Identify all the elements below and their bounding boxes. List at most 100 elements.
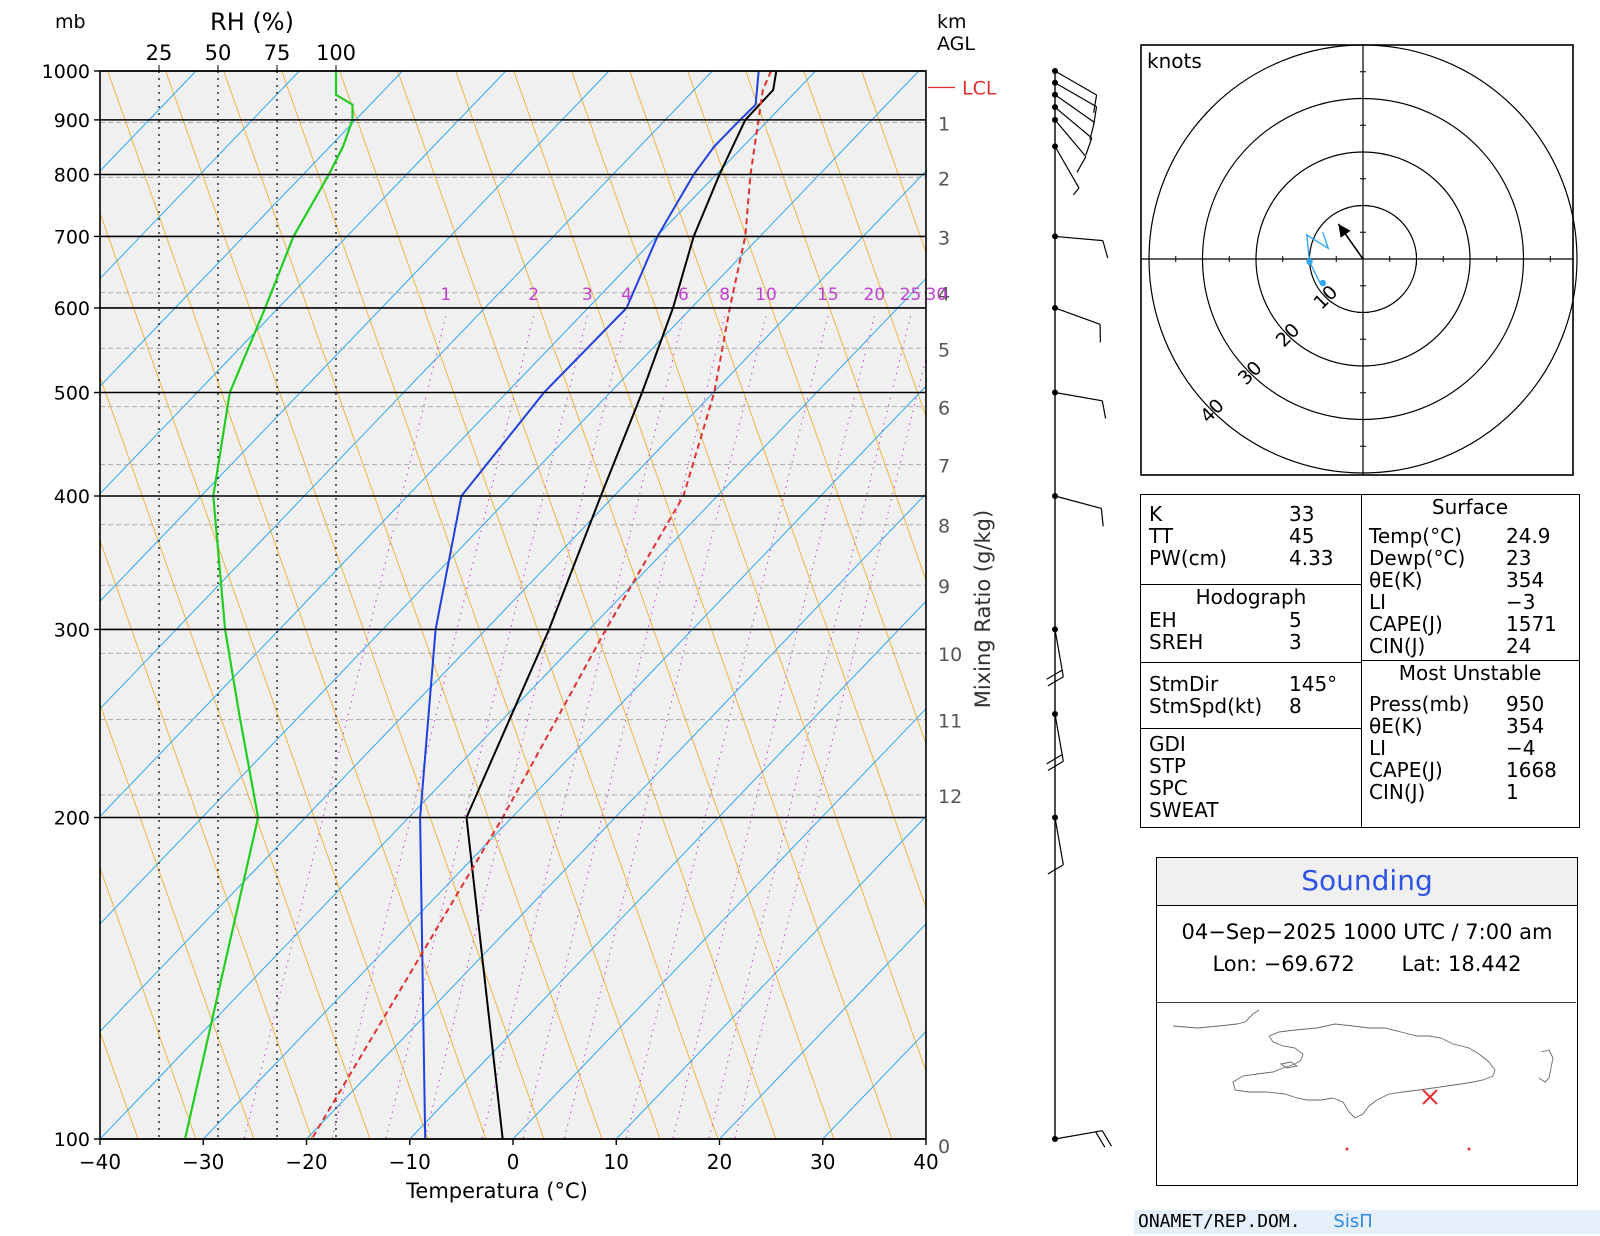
most-unstable-indices: Most Unstable Press(mb) 950 θE(K) 354 LI −4 CA… [1361,661,1579,827]
indices-right-column: Surface Temp(°C) 24.9 Dewp(°C) 23 θE(K) 354 LI… [1361,495,1579,827]
sounding-location: Lon: −69.672 Lat: 18.442 [1157,952,1577,976]
index-value: 33 [1289,502,1315,526]
pressure-label: 1000 [42,61,90,83]
index-row: STP [1141,755,1361,777]
index-label: θE(K) [1369,714,1423,738]
barb-staff [1054,495,1102,510]
index-value: −4 [1506,736,1536,760]
barb-half-flag [1072,187,1080,196]
barb-staff [1054,713,1064,762]
dry-adiabat [281,71,661,1139]
index-value: 24 [1506,634,1532,658]
other-indices: GDI STP SPC SWEAT [1141,729,1361,827]
barb-staff [1054,119,1087,158]
index-label: EH [1149,608,1177,632]
wind-barb [1047,814,1064,875]
wind-barb [1052,492,1104,527]
mixing-ratio-label: 8 [719,285,730,305]
temperature-tick-label: 30 [810,1150,835,1174]
barb-flag [1076,156,1087,173]
temperature-tick-label: 20 [707,1150,732,1174]
index-label: SPC [1149,776,1188,800]
location-map [1157,1002,1576,1151]
pressure-label: 500 [54,383,90,405]
height-label: 9 [938,576,950,598]
pressure-label: 200 [54,807,90,829]
index-label: LI [1369,590,1387,614]
index-value: 24.9 [1506,524,1551,548]
surface-section-title: Surface [1431,495,1509,519]
mixing-ratio-label: 30 [926,285,948,305]
mixing-ratio-label: 4 [621,285,632,305]
index-value: 45 [1289,524,1315,548]
footer-organization: ONAMET/REP.DOM. [1138,1211,1301,1232]
mixing-ratio-line [625,315,829,1139]
index-row: GDI [1141,733,1361,755]
index-label: StmSpd(kt) [1149,694,1263,718]
barb-flag [1095,1131,1106,1148]
temperature-tick-label: −30 [182,1150,224,1174]
index-label: Dewp(°C) [1369,546,1466,570]
map-gonave [1279,1061,1299,1069]
index-label: GDI [1149,732,1186,756]
pressure-label: 800 [54,164,90,186]
index-row: θE(K) 354 [1361,569,1579,591]
footer-brand: SisΠ [1333,1211,1373,1232]
index-value: 354 [1506,714,1545,738]
index-value: 4.33 [1289,546,1334,570]
pressure-unit-label: mb [55,11,86,33]
index-value: 1668 [1506,758,1557,782]
wind-barb [1052,116,1087,173]
wind-barb [1052,143,1080,196]
hodograph-section-title: Hodograph [1195,585,1307,609]
pressure-label: 100 [54,1129,90,1151]
height-label: 0 [938,1136,950,1158]
barb-staff [1054,1130,1103,1140]
temperature-tick-label: −20 [285,1150,327,1174]
dry-adiabat [107,71,487,1139]
index-label: SREH [1149,630,1204,654]
dry-adiabat [100,866,197,1139]
indices-left-column: K 33 TT 45 PW(cm) 4.33 Hodograph EH 5 SREH 3 Stm… [1141,495,1362,827]
barb-staff [1054,235,1103,242]
storm-indices: StmDir 145° StmSpd(kt) 8 [1141,663,1361,729]
barb-staff [1054,94,1095,123]
footer-bar: ONAMET/REP.DOM. SisΠ [1134,1210,1600,1234]
isotherm [100,71,507,495]
height-label: 8 [938,516,950,538]
height-label: 5 [938,339,950,361]
pressure-label: 700 [54,226,90,248]
index-row: SWEAT [1141,799,1361,821]
lcl-label: LCL [962,78,997,100]
height-label: 4 [938,284,950,306]
index-row: Press(mb) 950 [1361,693,1579,715]
index-value: 950 [1506,692,1545,716]
hodograph-unit: knots [1147,49,1202,73]
wind-barb [1052,233,1109,259]
barb-staff [1054,146,1080,189]
index-label: θE(K) [1369,568,1423,592]
isotherm [409,600,926,1139]
index-label: Press(mb) [1369,692,1470,716]
isotherm [100,71,713,710]
index-label: StmDir [1149,672,1219,696]
storm-motion-arrowhead [1338,223,1351,238]
index-row: EH 5 [1141,609,1361,631]
dry-adiabat [745,71,926,582]
index-value [1289,777,1361,799]
sounding-panel: Sounding 04−Sep−2025 1000 UTC / 7:00 am … [1156,857,1578,1186]
index-value: 3 [1289,630,1302,654]
index-label: CAPE(J) [1369,758,1443,782]
mixing-ratio-line [385,315,588,1139]
isotherm [100,71,403,387]
barb-flag [1046,669,1063,680]
dry-adiabat [100,375,371,1139]
most-unstable-section-title: Most Unstable [1398,661,1542,685]
pressure-label: 600 [54,298,90,320]
hodograph-marker [1306,258,1313,265]
mixing-ratio-label: 20 [864,285,886,305]
barb-flag [1047,864,1064,875]
hodograph-marker [1319,279,1327,287]
temperature-tick-label: 0 [507,1150,520,1174]
